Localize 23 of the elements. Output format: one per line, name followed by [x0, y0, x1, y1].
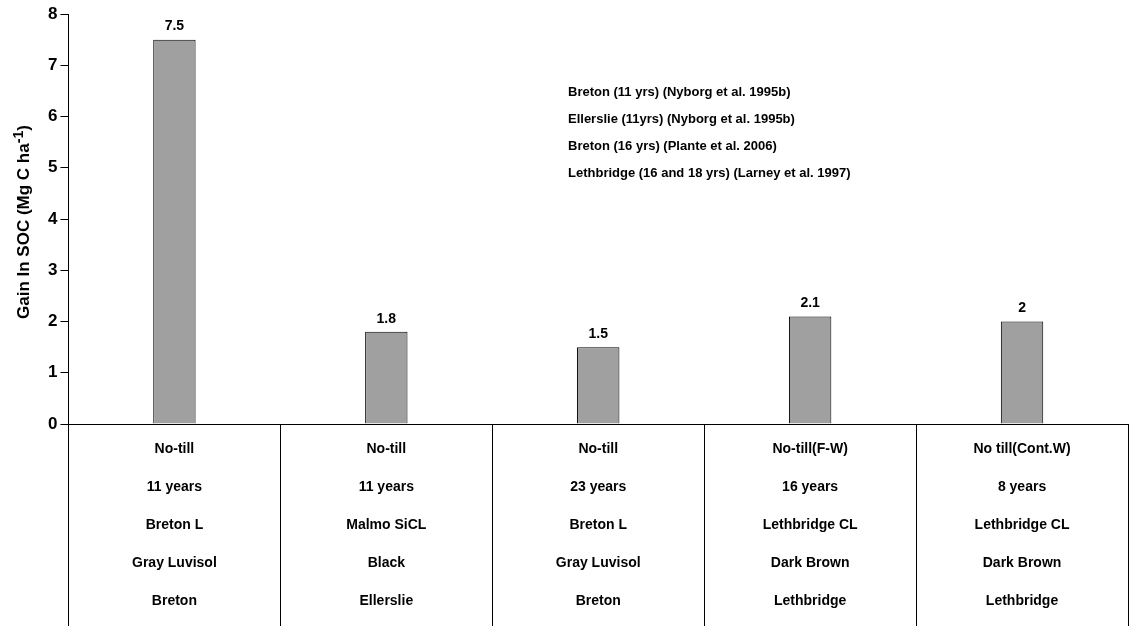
y-tick-label: 8 [47, 3, 58, 23]
annotation: Ellerslie (11yrs) (Nyborg et al. 1995b) [568, 110, 795, 126]
y-tick-label: 5 [47, 157, 58, 177]
category-label: No-till(F-W) 16 years Lethbridge CL Dark Brown Lethbridge [762, 439, 858, 608]
category-label: No till(Cont.W) 8 years Lethbridge CL Dark Brown Lethbridge [973, 439, 1071, 608]
annotation: Lethbridge (16 and 18 yrs) (Larney et al. 1997) [568, 164, 851, 180]
annotation: Breton (11 yrs) (Nyborg et al. 1995b) [568, 83, 791, 99]
y-tick-label: 4 [47, 208, 58, 228]
y-tick-label: 0 [47, 413, 58, 433]
data-label: 1.5 [588, 324, 609, 341]
data-label: 1.8 [376, 309, 397, 326]
data-label: 2.1 [800, 294, 821, 311]
category-label: No-till 11 years Breton L Gray Luvisol Breton [132, 439, 217, 608]
category-label: No-till 11 years Malmo SiCL Black Ellerslie [346, 439, 427, 608]
y-tick-label: 1 [47, 362, 58, 382]
y-tick-label: 3 [47, 259, 58, 279]
category-label: No-till 23 years Breton L Gray Luvisol Breton [555, 439, 641, 608]
y-tick-label: 2 [47, 311, 58, 331]
annotation: Breton (16 yrs) (Plante et al. 2006) [568, 137, 777, 153]
y-tick-label: 7 [47, 54, 58, 74]
data-label: 7.5 [164, 17, 185, 34]
y-tick-label: 6 [47, 106, 58, 126]
data-label: 2 [1018, 299, 1027, 316]
